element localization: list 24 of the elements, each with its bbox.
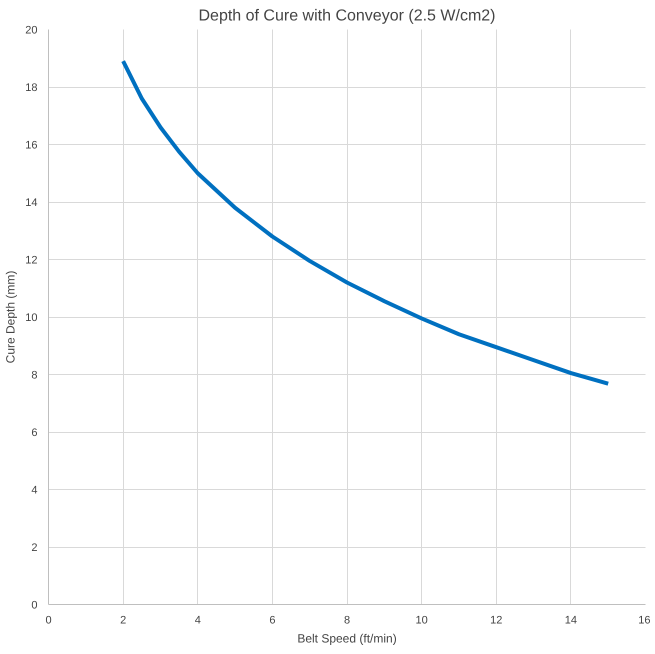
y-tick-label: 6	[31, 427, 38, 439]
x-tick-label: 2	[120, 614, 126, 626]
x-tick-label: 12	[490, 614, 502, 626]
y-tick-label: 10	[25, 312, 38, 324]
y-tick-label: 0	[31, 600, 38, 612]
y-tick-label: 2	[31, 542, 38, 554]
x-tick-label: 10	[416, 614, 428, 626]
y-axis-title: Cure Depth (mm)	[3, 270, 18, 364]
x-tick-label: 8	[344, 614, 350, 626]
y-tick-label: 8	[31, 370, 38, 382]
y-tick-label: 14	[25, 197, 38, 209]
chart-title: Depth of Cure with Conveyor (2.5 W/cm2)	[198, 8, 496, 24]
x-axis-title: Belt Speed (ft/min)	[297, 632, 397, 646]
y-tick-label: 16	[25, 140, 38, 152]
y-tick-label: 12	[25, 254, 38, 266]
y-tick-label: 4	[31, 484, 38, 496]
y-tick-label: 20	[25, 24, 38, 36]
x-tick-label: 6	[269, 614, 276, 626]
line-series	[121, 59, 610, 386]
x-tick-label: 4	[194, 614, 201, 626]
x-tick-label: 14	[564, 614, 578, 626]
y-tick-label: 18	[25, 82, 38, 94]
x-tick-label: 0	[45, 614, 52, 626]
x-tick-label: 16	[638, 614, 651, 626]
